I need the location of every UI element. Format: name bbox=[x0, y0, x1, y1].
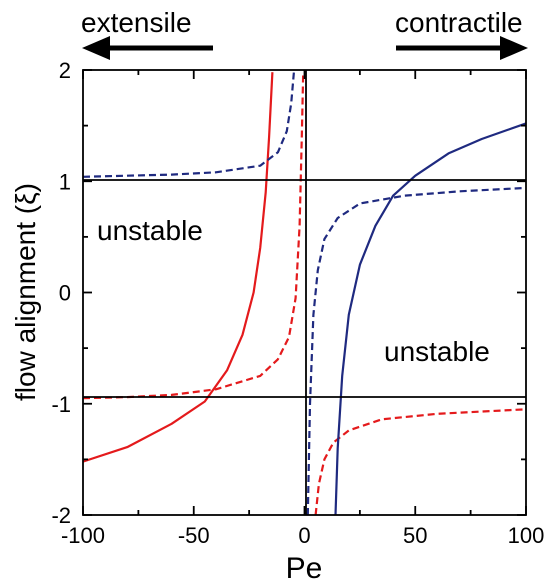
series-line-5 bbox=[306, 186, 526, 515]
region-label-upper-left: unstable bbox=[97, 215, 203, 246]
x-tick-label: 50 bbox=[403, 523, 427, 548]
series-line-1 bbox=[83, 72, 305, 400]
tick-layer: -100 -50 0 50 100 -2 -1 0 1 2 bbox=[51, 58, 544, 548]
y-axis-title: flow alignment (ξ) bbox=[10, 183, 41, 401]
series-line-4 bbox=[83, 72, 295, 178]
x-tick-label: -50 bbox=[178, 523, 210, 548]
contractile-arrow bbox=[396, 36, 528, 60]
plot-frame bbox=[82, 69, 527, 516]
y-tick-label: -2 bbox=[51, 503, 71, 528]
y-tick-label: 0 bbox=[59, 281, 71, 306]
x-tick-label: -100 bbox=[61, 523, 105, 548]
contractile-label: contractile bbox=[395, 7, 523, 38]
series-line-0 bbox=[83, 72, 274, 463]
y-tick-label: 2 bbox=[59, 58, 71, 83]
region-label-lower-right: unstable bbox=[384, 336, 490, 367]
series-line-2 bbox=[314, 408, 526, 515]
region-box-lower-right bbox=[372, 325, 524, 379]
y-tick-label: -1 bbox=[51, 392, 71, 417]
extensile-label: extensile bbox=[81, 7, 192, 38]
x-tick-label: 100 bbox=[508, 523, 545, 548]
x-axis-title: Pe bbox=[286, 552, 323, 585]
series-line-3 bbox=[334, 122, 526, 515]
series-layer bbox=[83, 72, 526, 515]
y-tick-label: 1 bbox=[59, 169, 71, 194]
region-box-upper-left bbox=[85, 202, 237, 256]
x-tick-label: 0 bbox=[298, 523, 310, 548]
extensile-arrow bbox=[82, 36, 213, 60]
